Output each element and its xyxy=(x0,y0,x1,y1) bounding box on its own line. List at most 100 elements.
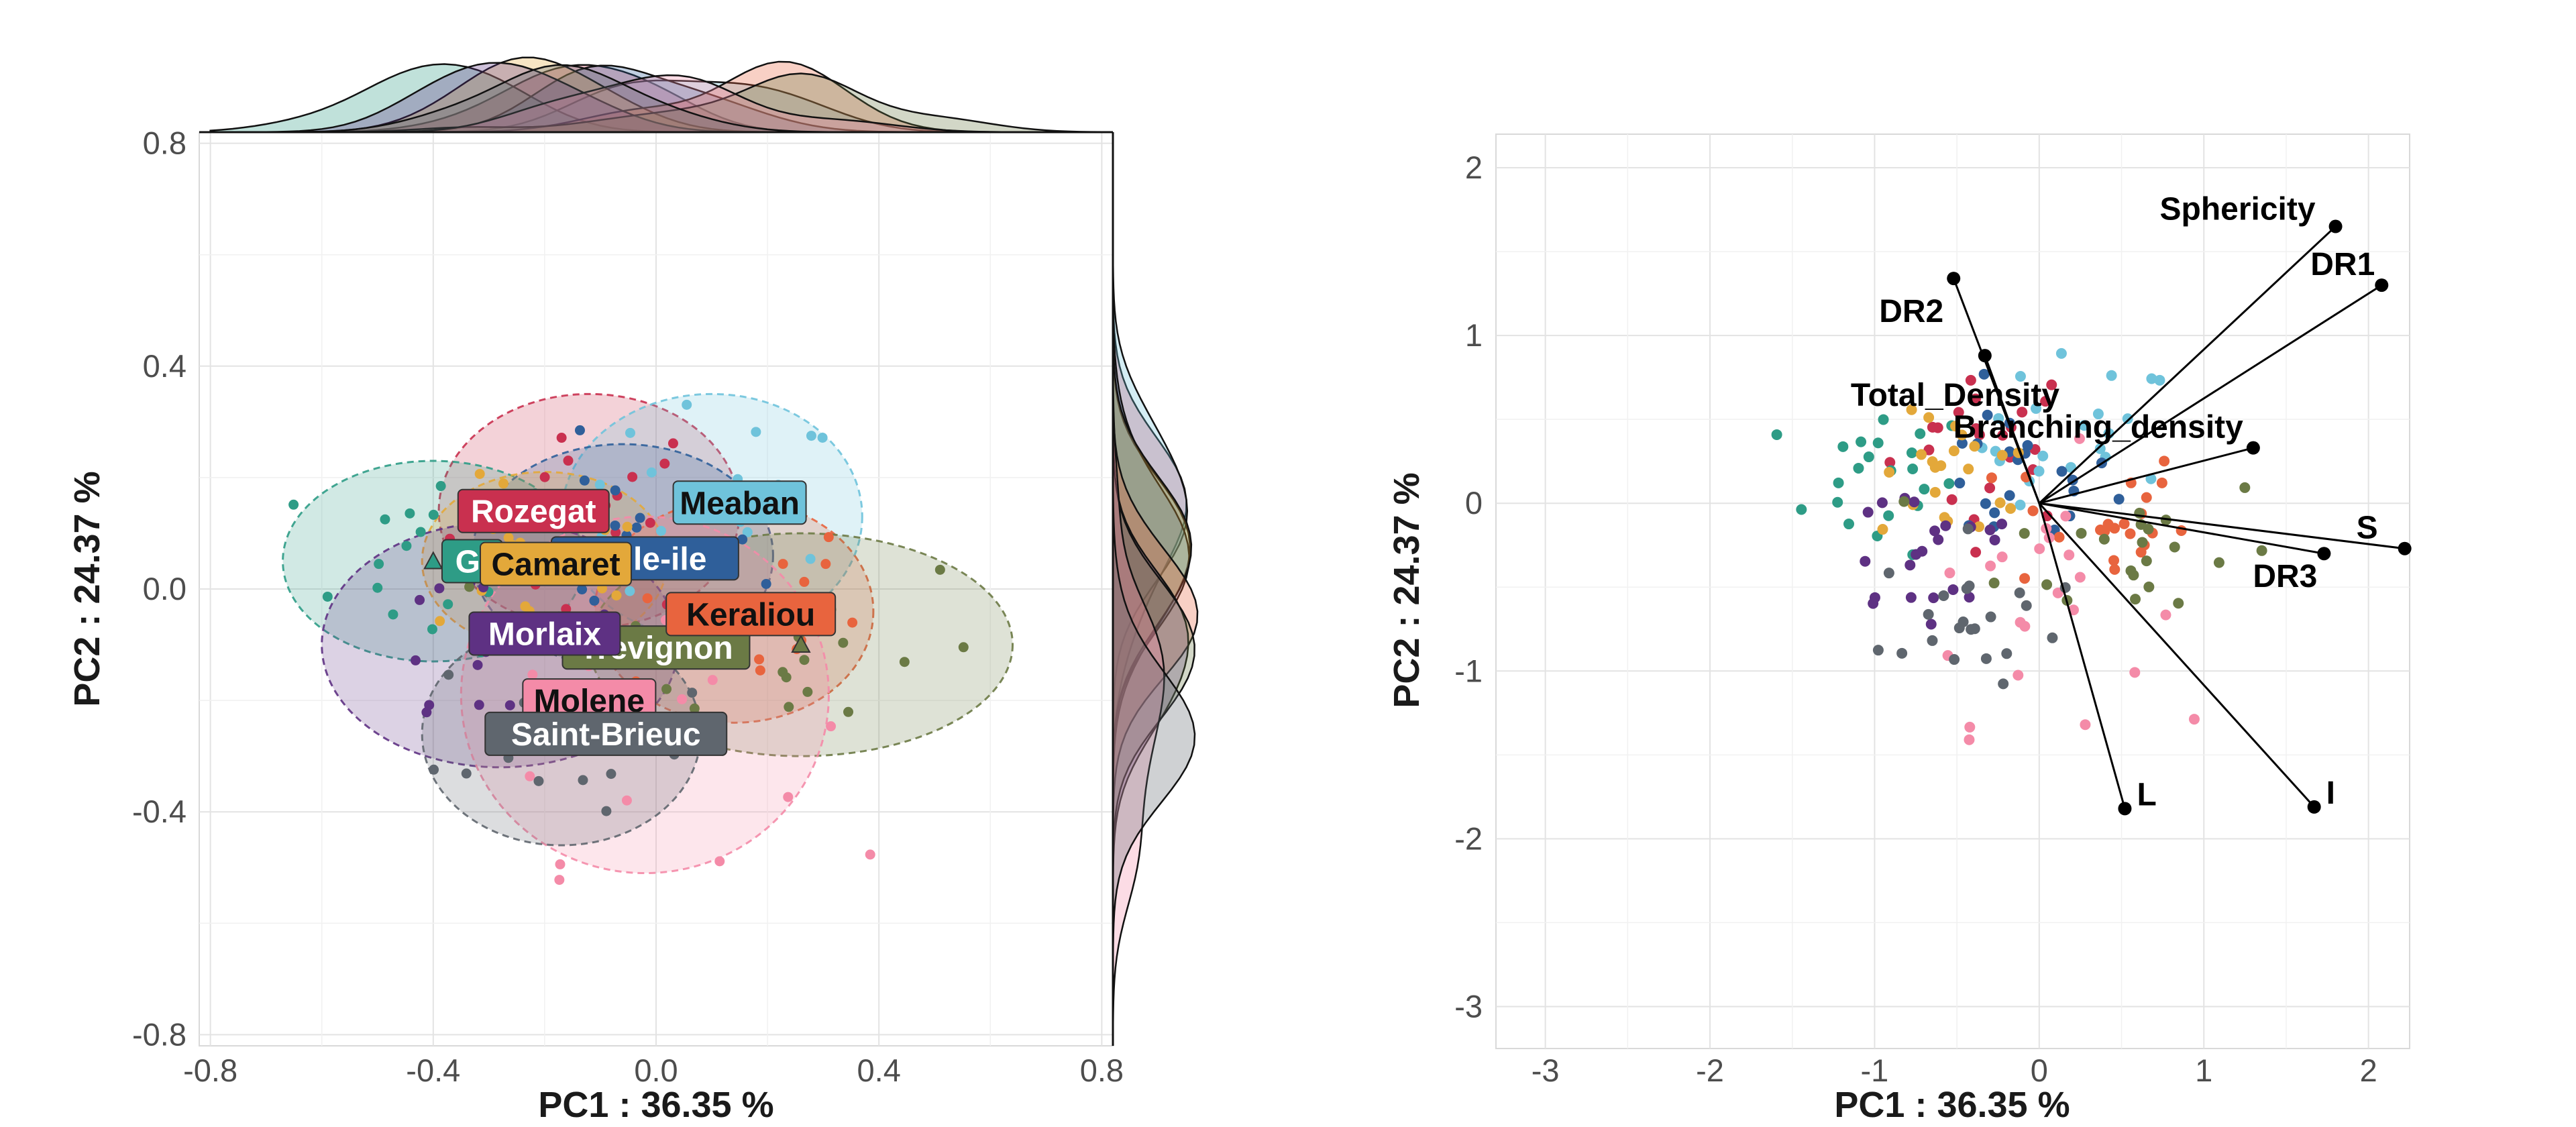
sample-point xyxy=(556,433,567,443)
sample-point xyxy=(464,582,475,592)
biplot-point xyxy=(2060,511,2072,522)
sample-point xyxy=(689,703,700,714)
biplot-point xyxy=(1940,520,1951,531)
left-y-tick-label: -0.8 xyxy=(132,1016,186,1052)
biplot-point xyxy=(2053,531,2065,543)
biplot-point xyxy=(1928,592,1939,604)
biplot-point xyxy=(2159,455,2170,467)
left-tick-labels: -0.8 -0.4 0.0 0.4 0.8 0.8 0.4 0.0 -0.4 -0.8 xyxy=(132,125,1124,1088)
sample-point xyxy=(958,642,969,653)
sample-point xyxy=(594,480,605,490)
loading-vector-line xyxy=(2039,447,2254,504)
sample-point xyxy=(380,514,390,525)
biplot-point xyxy=(2014,587,2025,598)
biplot-point xyxy=(1982,409,1993,421)
loading-vector-line xyxy=(1984,355,2041,504)
biplot-point xyxy=(1996,551,2008,563)
sample-point xyxy=(661,684,672,694)
biplot-point xyxy=(1961,583,1972,594)
sample-point xyxy=(428,509,439,520)
biplot-point xyxy=(1953,407,1964,418)
biplot-point xyxy=(1771,429,1782,440)
biplot-point xyxy=(2074,433,2085,444)
left-x-tick-label: 0.8 xyxy=(1080,1053,1124,1088)
sample-point xyxy=(415,527,426,537)
sample-point xyxy=(472,659,483,670)
sample-point xyxy=(435,616,445,627)
loading-vector-line xyxy=(2039,502,2405,550)
biplot-point xyxy=(1862,506,1874,518)
sample-point xyxy=(374,559,384,570)
group-label-box xyxy=(484,711,728,756)
sample-point xyxy=(751,427,761,437)
biplot-point xyxy=(2154,374,2165,386)
sample-point xyxy=(622,521,633,532)
biplot-point xyxy=(2125,528,2136,539)
sample-point xyxy=(687,688,698,698)
pca-biplot-panel: Sphericity DR1 DR2 Total_DensityBranching_d… xyxy=(1387,133,2412,1125)
right-y-tick-label: 0 xyxy=(1465,485,1483,521)
sample-point xyxy=(610,485,621,496)
sample-point xyxy=(805,553,816,564)
sample-point xyxy=(865,849,875,860)
sample-point xyxy=(415,594,425,605)
biplot-point xyxy=(1970,547,1982,558)
biplot-point xyxy=(1884,457,1896,468)
sample-point xyxy=(563,455,574,466)
biplot-point xyxy=(1988,578,2000,589)
biplot-point xyxy=(1969,623,1980,635)
group-label-text: Rozegat xyxy=(471,494,596,530)
biplot-point xyxy=(1986,472,1997,484)
sample-point xyxy=(474,700,484,710)
biplot-point xyxy=(2078,420,2090,431)
loading-label: S xyxy=(2357,511,2378,546)
group-label-box xyxy=(468,611,621,656)
biplot-point xyxy=(2213,557,2224,568)
loading-vector-line xyxy=(2038,225,2337,504)
biplot-point xyxy=(2033,466,2045,477)
loading-vector-line xyxy=(2039,284,2383,504)
biplot-point xyxy=(2001,648,2012,659)
biplot-point xyxy=(1946,494,1957,505)
biplot-point xyxy=(2080,719,2091,731)
biplot-points xyxy=(1771,347,2267,745)
sample-point xyxy=(847,617,858,628)
biplot-point xyxy=(2047,632,2058,643)
left-x-tick-label: 0.4 xyxy=(857,1053,901,1088)
right-y-tick-label: 2 xyxy=(1465,150,1483,185)
biplot-point xyxy=(1907,464,1919,475)
biplot-point xyxy=(1843,519,1855,530)
sample-point xyxy=(606,769,616,780)
group-label-morlaix: Morlaix xyxy=(468,611,621,656)
sample-point xyxy=(838,637,849,648)
loading-label: L xyxy=(2137,777,2156,812)
biplot-point xyxy=(1944,568,1955,579)
biplot-point xyxy=(2143,581,2155,592)
biplot-point xyxy=(1860,555,1871,567)
group-label-text: Camaret xyxy=(491,547,620,583)
sample-point xyxy=(578,775,588,786)
right-y-tick-label: 1 xyxy=(1465,317,1483,353)
group-label-text: Keraliou xyxy=(686,597,815,633)
biplot-point xyxy=(2022,440,2033,451)
sample-point xyxy=(427,624,437,635)
sample-point xyxy=(823,532,834,543)
biplot-point xyxy=(2019,573,2031,584)
biplot-point xyxy=(1985,560,1996,572)
biplot-point xyxy=(1906,404,1917,415)
right-x-tick-label: -1 xyxy=(1861,1053,1889,1088)
biplot-point xyxy=(1943,478,1955,489)
biplot-point xyxy=(2015,371,2026,382)
sample-point xyxy=(826,721,837,732)
sample-point xyxy=(714,856,725,867)
biplot-point xyxy=(2012,669,2024,681)
right-marginal-density xyxy=(1112,132,1199,1046)
group-label-box xyxy=(457,488,610,533)
sample-point xyxy=(401,541,412,551)
biplot-point xyxy=(1929,486,1941,498)
biplot-point xyxy=(1837,441,1849,452)
biplot-point xyxy=(2109,564,2121,575)
biplot-point xyxy=(1929,462,1941,473)
loading-vector-tip xyxy=(2375,278,2389,292)
